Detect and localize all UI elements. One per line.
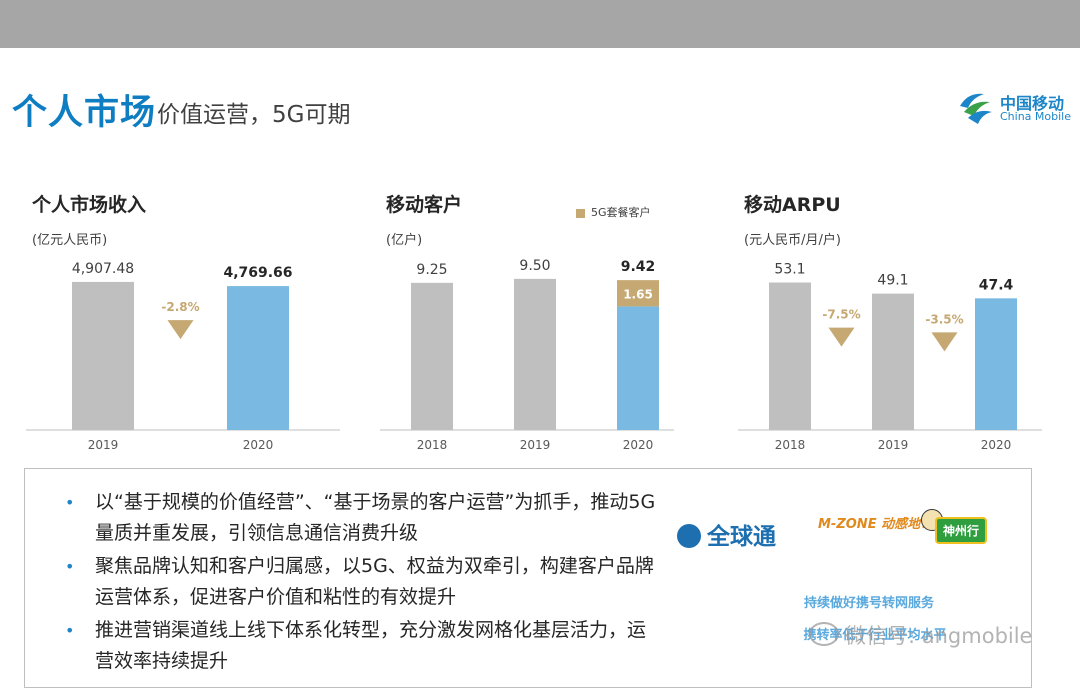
x-tick-label: 2020 [623,438,654,452]
down-arrow-icon [828,327,855,347]
chart-mobile-customers: 移动客户 (亿户) 5G套餐客户 9.25 2018 9.50 2019 1.65 9.4… [380,180,680,460]
wechat-icon [809,622,839,646]
x-tick-label: 2019 [878,438,909,452]
service-line-1: 持续做好携号转网服务 [803,596,934,611]
brand-szx-label: 神州行 [935,517,988,544]
customers-bar-svg: 9.25 2018 9.50 2019 1.65 9.42 2020 [380,258,674,452]
data-label: 4,769.66 [223,265,292,281]
revenue-bar-svg: 4,907.48 2019 4,769.66 2020 -2.8% [26,261,340,452]
x-tick-label: 2019 [520,438,551,452]
chart-unit: (亿户) [386,233,423,248]
bar-2018 [769,282,811,430]
bar-5g-segment [617,280,659,307]
globe-icon [677,524,701,548]
x-tick-label: 2018 [417,438,448,452]
data-label: 53.1 [774,262,805,278]
top-banner [0,0,1080,48]
chart-unit: (亿元人民币) [32,233,108,248]
chart-legend: 5G套餐客户 [576,204,651,220]
down-arrow-icon [167,320,194,340]
arpu-bar-svg: 53.1 2018 49.1 2019 47.4 2020 -7.5% -3.5% [738,262,1042,452]
bar-2020 [975,298,1017,430]
data-label-5g: 1.65 [623,287,653,301]
brand-logo-mzone: M-ZONE 动感地带 [818,517,934,532]
bar-2019 [72,281,134,430]
x-tick-label: 2020 [243,438,274,452]
bullet-item: 以“基于规模的价值经营”、“基于场景的客户运营”为抓手，推动5G量质并重发展，引… [61,487,661,549]
chart-title: 个人市场收入 [32,194,147,216]
data-label: 47.4 [979,277,1014,293]
x-tick-label: 2020 [981,438,1012,452]
data-label: 4,907.48 [72,261,134,277]
watermark: 微信号: angmobile [809,620,1032,650]
brand-logo-qqt: 全球通 [677,517,776,551]
legend-swatch-5g [576,208,585,218]
logo-text-en: China Mobile [1000,110,1072,123]
chart-personal-revenue: 个人市场收入 (亿元人民币) 4,907.48 2019 4,769.66 2020 -… [26,180,346,460]
strategy-panel: 以“基于规模的价值经营”、“基于场景的客户运营”为抓手，推动5G量质并重发展，引… [24,468,1032,688]
bar-2020 [617,306,659,430]
chart-title: 移动客户 [386,194,463,216]
chart-title: 移动ARPU [744,194,841,216]
brand-logo-szx: 神州行 [921,509,1005,551]
bar-2019 [872,293,914,430]
data-label: 9.50 [519,258,550,274]
legend-label-5g: 5G套餐客户 [591,206,651,219]
change-label: -7.5% [822,308,860,322]
change-label: -3.5% [925,312,963,326]
china-mobile-swirl-icon [960,93,992,124]
china-mobile-logo: 中国移动 China Mobile [954,86,1078,128]
logo-text-cn: 中国移动 [1000,94,1065,113]
brand-qqt-label: 全球通 [707,524,776,550]
x-tick-label: 2019 [88,438,119,452]
chart-unit: (元人民币/月/户) [744,233,841,248]
service-line-2: 携转率低于行业平均水平 [803,628,947,643]
bar-2019 [514,278,556,430]
bar-2018 [411,282,453,430]
down-arrow-icon [931,332,958,352]
chart-mobile-arpu: 移动ARPU (元人民币/月/户) 53.1 2018 49.1 2019 47.4 20… [738,180,1048,460]
bar-2020 [227,286,289,430]
data-label: 49.1 [877,273,908,289]
data-label: 9.42 [621,259,656,275]
strategy-bullets: 以“基于规模的价值经营”、“基于场景的客户运营”为抓手，推动5G量质并重发展，引… [61,487,661,679]
data-label: 9.25 [416,262,447,278]
x-tick-label: 2018 [775,438,806,452]
watermark-text: 微信号: angmobile [845,624,1033,648]
bullet-item: 推进营销渠道线上线下体系化转型，充分激发网格化基层活力，运营效率持续提升 [61,615,661,677]
bullet-item: 聚焦品牌认知和客户归属感，以5G、权益为双牵引，构建客户品牌运营体系，促进客户价… [61,551,661,613]
change-label: -2.8% [161,300,199,314]
page-title: 个人市场 [12,93,157,133]
page-subtitle: 价值运营，5G可期 [157,102,351,128]
